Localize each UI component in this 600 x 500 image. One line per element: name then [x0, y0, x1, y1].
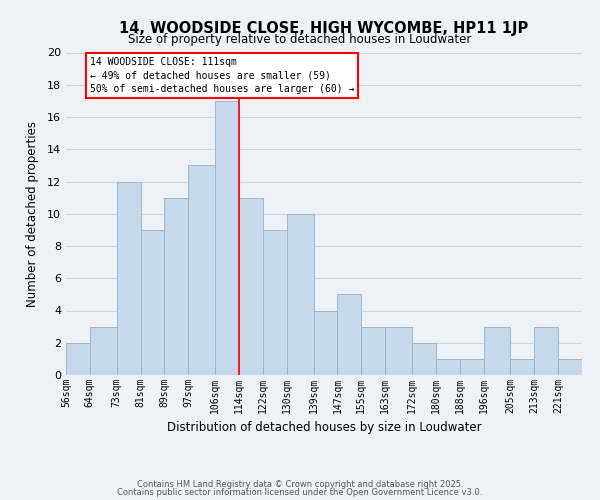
Bar — [460, 359, 484, 375]
Bar — [117, 182, 140, 375]
Bar — [188, 166, 215, 375]
Bar — [534, 326, 558, 375]
Bar — [66, 343, 90, 375]
Text: Size of property relative to detached houses in Loudwater: Size of property relative to detached ho… — [128, 32, 472, 46]
Bar — [558, 359, 582, 375]
Bar — [385, 326, 412, 375]
X-axis label: Distribution of detached houses by size in Loudwater: Distribution of detached houses by size … — [167, 422, 481, 434]
Text: Contains HM Land Registry data © Crown copyright and database right 2025.: Contains HM Land Registry data © Crown c… — [137, 480, 463, 489]
Bar — [436, 359, 460, 375]
Bar — [412, 343, 436, 375]
Bar — [164, 198, 188, 375]
Bar — [140, 230, 164, 375]
Y-axis label: Number of detached properties: Number of detached properties — [26, 120, 38, 306]
Bar — [239, 198, 263, 375]
Bar — [263, 230, 287, 375]
Bar — [215, 101, 239, 375]
Bar — [361, 326, 385, 375]
Bar — [337, 294, 361, 375]
Bar — [287, 214, 314, 375]
Text: Contains public sector information licensed under the Open Government Licence v3: Contains public sector information licen… — [118, 488, 482, 497]
Bar — [511, 359, 534, 375]
Title: 14, WOODSIDE CLOSE, HIGH WYCOMBE, HP11 1JP: 14, WOODSIDE CLOSE, HIGH WYCOMBE, HP11 1… — [119, 21, 529, 36]
Bar — [90, 326, 117, 375]
Bar — [484, 326, 511, 375]
Text: 14 WOODSIDE CLOSE: 111sqm
← 49% of detached houses are smaller (59)
50% of semi-: 14 WOODSIDE CLOSE: 111sqm ← 49% of detac… — [90, 58, 354, 94]
Bar — [314, 310, 337, 375]
